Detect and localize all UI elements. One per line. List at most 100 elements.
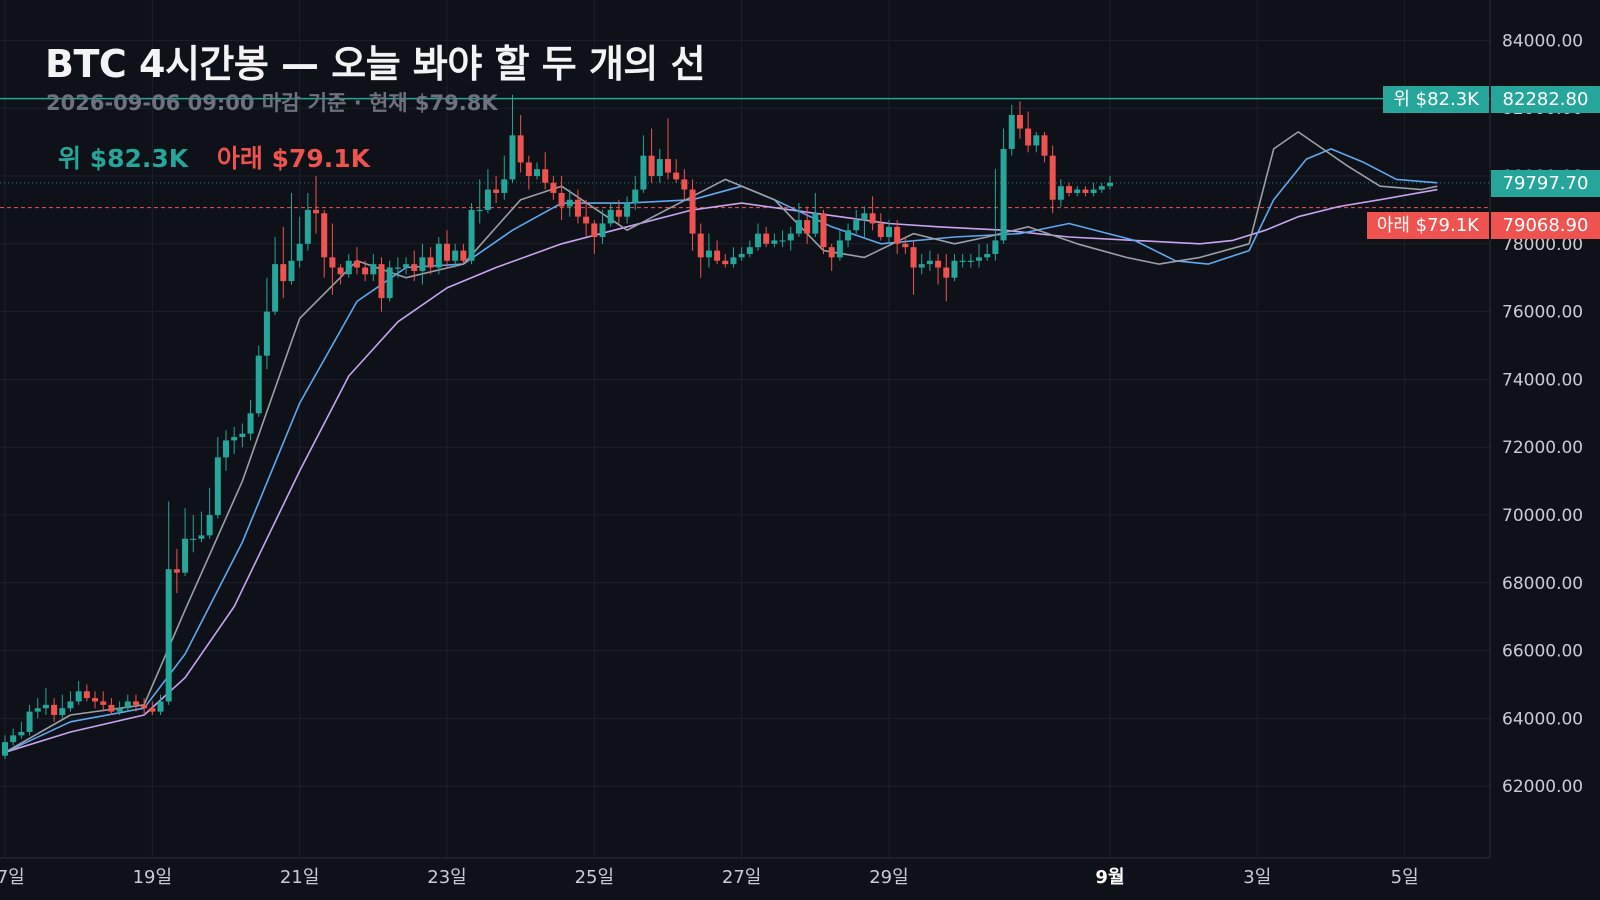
candle-body [370,264,377,275]
candle-body [836,240,843,258]
candle-body [1106,182,1113,187]
candle [943,253,950,302]
candle [247,399,254,441]
price-tick-label: 74000.00 [1502,370,1583,390]
candle-body [558,192,565,207]
candle-body [476,209,483,212]
candle [599,209,606,244]
candle [763,226,770,248]
candle-body [345,260,352,275]
candle [779,230,786,248]
candle [509,94,516,183]
candle-body [214,457,221,515]
candle [452,243,459,268]
candle [59,694,66,719]
candle-body [951,260,958,278]
candle [820,209,827,254]
candle-body [517,135,524,163]
candle [378,257,385,312]
candle-body [943,267,950,278]
candle [435,237,442,275]
candle-body [116,708,123,712]
candle [992,169,999,261]
candle-body [419,257,426,271]
candle [386,260,393,302]
candle-body [1098,186,1105,190]
candle-body [1049,155,1056,200]
candle-body [1057,186,1064,200]
candle [313,176,320,234]
candle-body [967,260,974,262]
candle [75,681,82,705]
candle [190,515,197,553]
candle [484,169,491,214]
candle [1000,128,1007,244]
candle [222,430,229,471]
candle [280,226,287,299]
candle-body [607,209,614,224]
time-tick-label: 21일 [280,867,319,888]
candle [771,233,778,248]
candle [157,694,164,716]
candle [1066,182,1073,197]
price-tick-label: 76000.00 [1502,303,1583,323]
candle-body [525,162,532,176]
candle [689,179,696,251]
price-tick-label: 82000.00 [1502,99,1583,119]
candle [198,511,205,543]
time-axis[interactable]: 17일 19일 21일 23일 25일 27일 29일 9월 3일 5일 [0,867,1419,888]
candle [443,230,450,268]
candle [51,698,58,722]
ma-slow-line [4,188,1438,754]
candle [100,691,107,712]
candle [411,250,418,282]
candle-body [42,704,49,709]
candle [1033,131,1040,153]
level-lines [0,97,1490,209]
candle [877,213,884,241]
candle [141,698,148,716]
candle [403,257,410,275]
candle [984,243,991,261]
candle-body [468,209,475,261]
candle-body [910,247,917,268]
candle-body [787,233,794,241]
candle [67,691,74,712]
candle [1098,182,1105,193]
time-tick-label: 9월 [1095,867,1124,888]
price-tick-label: 80000.00 [1502,167,1583,187]
candle-body [51,704,58,716]
candle-body [427,257,434,268]
candle [10,728,17,746]
candle-body [812,213,819,234]
price-axis[interactable]: 62000.00 64000.00 66000.00 68000.00 70000.00… [1502,31,1583,797]
candle-body [362,267,369,275]
candle-body [198,535,205,539]
candle-body [157,701,164,712]
candle-body [746,247,753,254]
candle-body [247,413,254,434]
candle-body [484,189,491,210]
candle [231,426,238,454]
candle [861,206,868,238]
ma-fast-line [4,131,1438,753]
candle [1082,186,1089,197]
candle-body [10,735,17,743]
candle-body [935,260,942,268]
candle [1049,145,1056,214]
candle-body [59,708,66,716]
candle-body [313,209,320,214]
candle-body [779,240,786,242]
candle-body [992,240,999,254]
candle-body [755,233,762,248]
candle [26,704,33,736]
candle [976,243,983,268]
candle-body [337,267,344,275]
candle [697,223,704,278]
candle-body [648,155,655,176]
candle [525,155,532,190]
candle-body [984,253,991,258]
candle [787,226,794,251]
candle [460,243,467,265]
